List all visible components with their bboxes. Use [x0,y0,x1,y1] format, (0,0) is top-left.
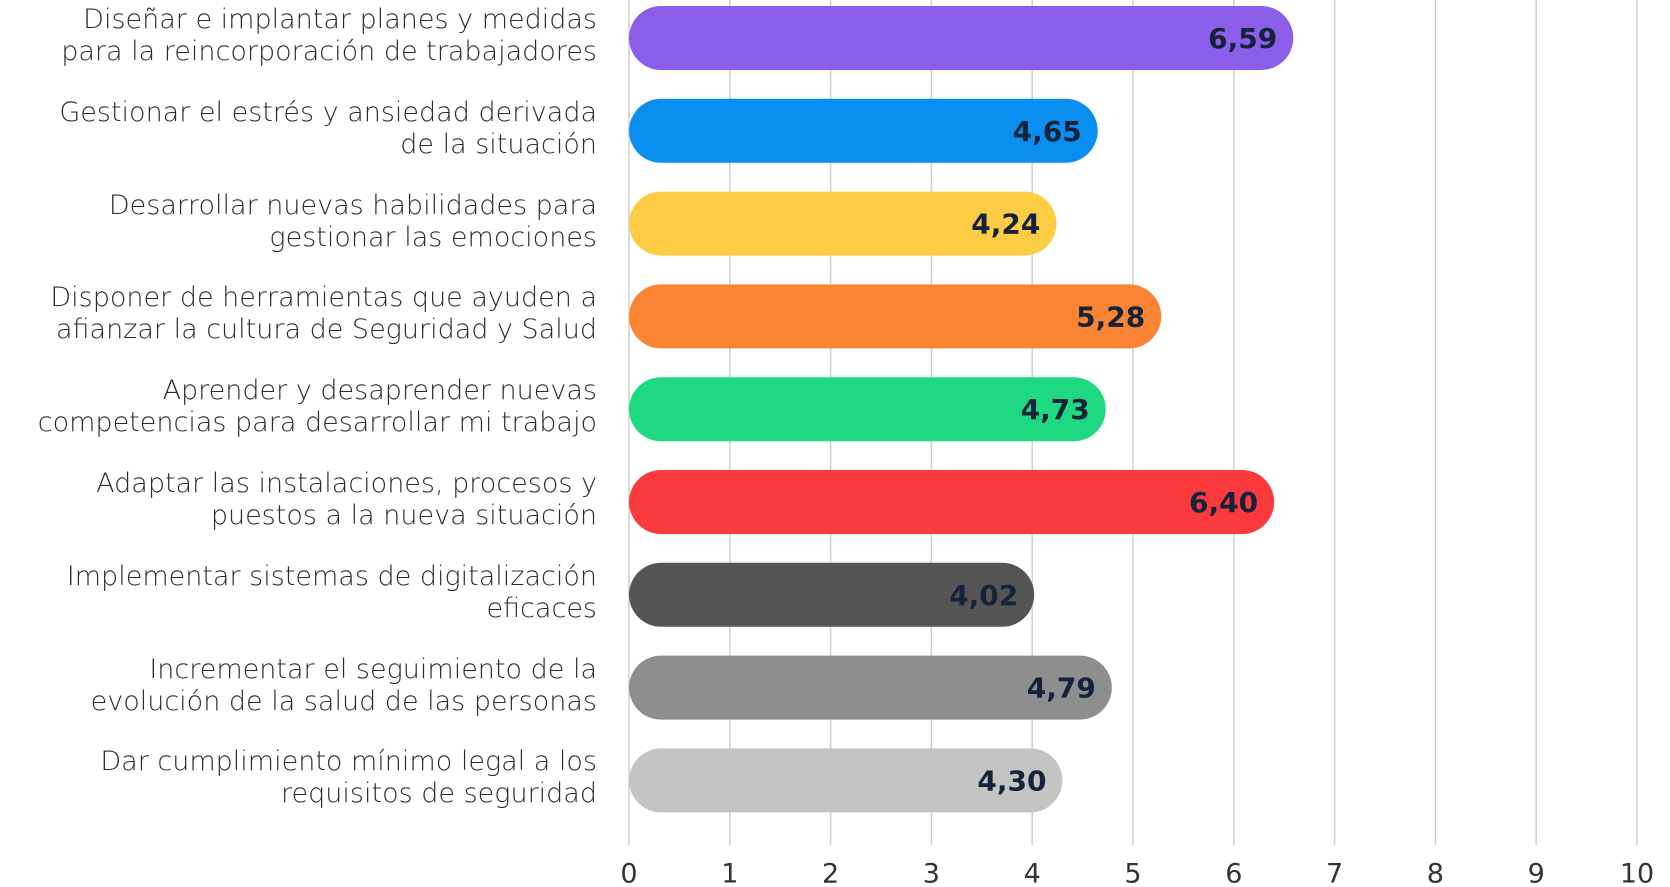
x-tick-label: 1 [721,859,738,887]
bar [629,284,1162,349]
value-label: 6,59 [1208,22,1277,55]
x-tick-label: 6 [1225,859,1242,887]
value-label: 4,24 [971,208,1040,241]
bar [629,470,1275,534]
category-label: Gestionar el estrés y ansiedad derivada … [59,96,597,160]
category-label: Diseñar e implantar planes y medidas par… [61,4,597,67]
value-label: 4,30 [977,764,1046,797]
x-tick-label: 5 [1124,859,1141,887]
value-label: 4,73 [1021,393,1090,426]
value-label: 5,28 [1076,300,1145,333]
category-label: Adaptar las instalaciones, procesos y pu… [96,468,597,531]
value-label: 4,65 [1013,115,1082,148]
category-label: Desarrollar nuevas habilidades para gest… [108,189,597,253]
bar [629,655,1112,720]
x-tick-label: 4 [1024,859,1041,887]
bar [629,98,1098,163]
x-tick-label: 0 [620,859,637,887]
category-label: Incrementar el seguimiento de la evoluci… [90,653,597,717]
value-label: 4,79 [1027,672,1096,705]
x-tick-label: 7 [1326,859,1343,887]
bar [629,748,1063,813]
x-tick-label: 10 [1620,859,1654,887]
category-label: Aprender y desaprender nuevas competenci… [37,375,597,439]
x-tick-label: 9 [1528,859,1545,887]
value-label: 6,40 [1189,486,1258,519]
value-label: 4,02 [949,579,1018,612]
x-tick-label: 2 [822,859,839,887]
bar [629,562,1035,627]
bar [629,377,1106,442]
category-label: Implementar sistemas de digitalización e… [66,560,597,624]
bar [629,191,1057,256]
bar [629,6,1294,70]
category-label: Dar cumplimiento mínimo legal a los requ… [100,746,597,810]
x-tick-label: 8 [1427,859,1444,887]
category-label: Disponer de herramientas que ayuden a af… [50,282,597,346]
x-tick-label: 3 [923,859,940,887]
